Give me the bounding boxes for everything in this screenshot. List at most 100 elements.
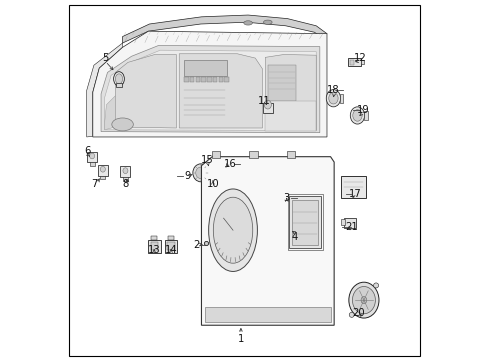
Text: 3: 3 [283,193,289,203]
Bar [341,219,344,225]
Polygon shape [115,54,176,128]
Bar [262,103,272,113]
Text: 21: 21 [345,222,358,231]
Bar [267,65,296,101]
Bar [218,77,223,82]
Bar [184,77,188,82]
Bar [147,239,160,253]
Ellipse shape [115,74,122,84]
Bar [195,77,200,82]
Text: 8: 8 [122,179,128,189]
Ellipse shape [352,287,375,314]
Text: 14: 14 [164,245,177,255]
Polygon shape [265,101,316,131]
Text: 6: 6 [84,146,90,156]
Bar [205,164,209,168]
Text: 9: 9 [183,171,190,181]
Polygon shape [104,96,115,130]
Polygon shape [265,54,316,131]
Bar [168,236,174,239]
Ellipse shape [195,167,205,179]
Bar [98,165,108,176]
Text: 13: 13 [147,245,160,255]
Bar [363,111,367,120]
Text: 19: 19 [356,105,368,115]
Ellipse shape [213,197,252,263]
Bar [122,177,128,181]
Ellipse shape [373,283,378,288]
Polygon shape [222,164,231,171]
Polygon shape [201,157,333,325]
Text: 10: 10 [206,179,219,189]
Text: 2: 2 [192,239,199,249]
Bar [164,239,177,253]
Text: 4: 4 [291,232,297,242]
Bar [150,242,158,250]
Bar [282,192,291,199]
Ellipse shape [89,153,94,159]
Bar [87,152,97,162]
Text: 5: 5 [102,53,108,63]
Ellipse shape [360,297,366,304]
Bar [207,77,211,82]
Text: 11: 11 [257,96,270,106]
Ellipse shape [208,189,257,271]
Bar [183,60,226,76]
Text: 12: 12 [353,53,366,63]
Text: 18: 18 [326,85,339,95]
Bar [89,162,94,166]
Text: 1: 1 [237,333,244,343]
Text: 7: 7 [91,179,98,189]
Bar [190,77,194,82]
Ellipse shape [328,93,337,104]
Bar [349,59,353,64]
Text: 16: 16 [224,159,236,169]
Bar [203,162,211,171]
Polygon shape [101,45,319,133]
Ellipse shape [122,168,128,174]
Bar [120,166,130,177]
Ellipse shape [352,110,362,121]
Ellipse shape [112,118,133,131]
Text: 15: 15 [200,155,213,165]
Polygon shape [86,43,122,137]
Bar [209,174,217,181]
Bar [291,201,317,245]
Polygon shape [93,31,326,137]
Bar [100,176,105,179]
Bar [360,60,364,64]
Bar [212,77,217,82]
Bar [211,151,220,158]
Bar [224,77,228,82]
Bar [348,58,360,66]
Bar [341,176,365,198]
Polygon shape [179,54,262,128]
Ellipse shape [348,282,378,318]
Bar [201,77,205,82]
Ellipse shape [349,107,364,124]
Text: 17: 17 [348,189,361,199]
Ellipse shape [212,174,216,178]
Bar [284,194,289,197]
Ellipse shape [192,164,208,182]
Ellipse shape [100,166,105,172]
Bar [204,307,330,321]
Bar [288,196,320,248]
Bar [286,151,295,158]
Bar [339,94,343,103]
Ellipse shape [113,72,124,86]
Ellipse shape [264,100,271,109]
Bar [151,236,157,239]
Polygon shape [104,50,316,131]
Bar [167,242,174,250]
Ellipse shape [348,312,353,318]
Polygon shape [122,15,326,43]
Bar [344,218,355,228]
Bar [116,83,122,87]
Ellipse shape [244,21,252,25]
Bar [249,151,257,158]
Bar [287,194,322,250]
Text: 20: 20 [351,309,364,318]
Ellipse shape [263,20,271,24]
Ellipse shape [325,90,340,107]
